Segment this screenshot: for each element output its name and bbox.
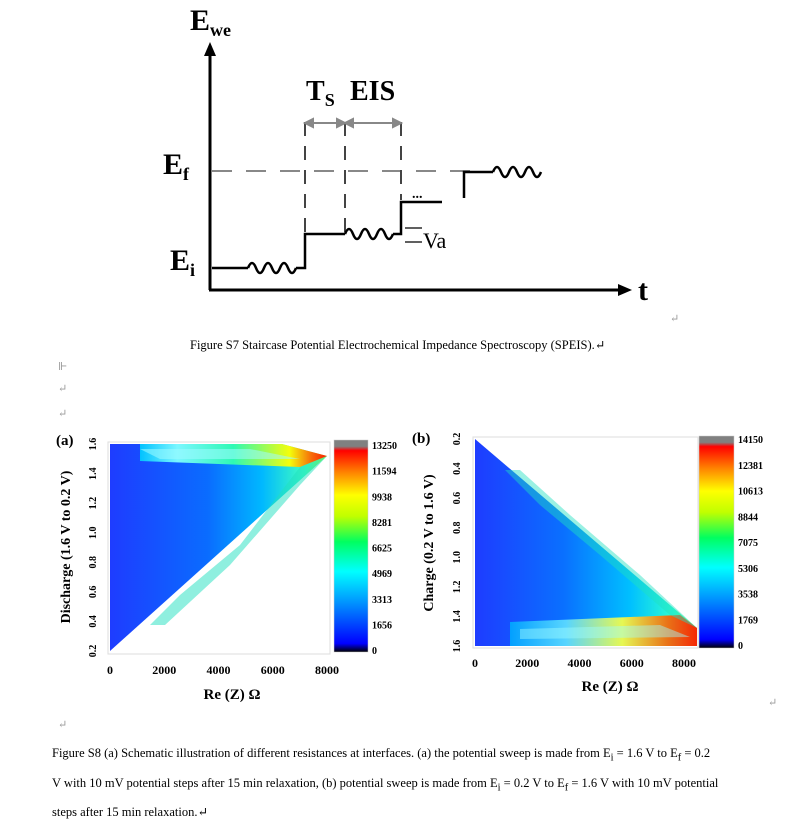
chart-b-colorbar-tick-0: 14150 [738, 435, 763, 446]
figure-s8-caption-line-2: V with 10 mV potential steps after 15 mi… [52, 775, 719, 794]
chart-b: (b) 0.2 0.4 0.6 0.8 1.0 1.2 1.4 1.6 0 2000 4000 60… [412, 431, 763, 695]
chart-b-y-tick-5: 1.2 [452, 581, 463, 594]
s7-eis-label: EIS [350, 76, 395, 107]
chart-b-contour-edge [505, 470, 697, 628]
chart-a-x-tick-1: 2000 [152, 663, 176, 677]
chart-a-colorbar-tick-3: 8281 [372, 518, 392, 529]
chart-a-contour-fill [110, 444, 327, 651]
chart-a-colorbar-tick-5: 4969 [372, 569, 392, 580]
figure-s8-caption-line-3: steps after 15 min relaxation.↵ [52, 805, 208, 819]
figure-s8-charts: (a) 0.2 0.4 0.6 0.8 1.0 1.2 1.4 1.6 0 2000 4000 60… [56, 431, 763, 703]
chart-b-y-tick-6: 1.4 [452, 610, 463, 623]
chart-a-contour-highlight [140, 449, 300, 459]
s7-x-axis-label: t [638, 274, 648, 307]
chart-b-x-tick-1: 2000 [515, 656, 539, 670]
chart-a-y-tick-3: 0.8 [88, 556, 99, 569]
s7-staircase-waveform [212, 165, 543, 275]
chart-b-y-tick-7: 1.6 [452, 640, 463, 653]
chart-b-x-tick-4: 8000 [672, 656, 696, 670]
s7-va-label: Va [423, 228, 446, 253]
chart-b-contour-highlight [520, 625, 690, 639]
s7-y-arrow [204, 42, 216, 56]
chart-b-y-tick-1: 0.4 [452, 462, 463, 475]
chart-b-y-tick-0: 0.2 [452, 433, 463, 446]
s7-ei-label: Ei [170, 244, 195, 280]
chart-a-y-tick-5: 1.2 [88, 497, 99, 510]
chart-b-colorbar-tick-3: 8844 [738, 512, 758, 523]
chart-a-y-tick-6: 1.4 [88, 467, 99, 480]
s7-ellipsis: ... [412, 187, 423, 202]
para-mark-2: ↵ [58, 408, 68, 420]
chart-b-contour-fill [475, 439, 697, 646]
figure-s7-diagram: Ewe t Ef Ei TS EIS ... Va [163, 4, 648, 307]
chart-a-x-tick-3: 6000 [261, 663, 285, 677]
chart-b-x-label: Re (Z) Ω [582, 679, 639, 695]
s7-ts-label: TS [306, 76, 335, 110]
s7-span-arrows [302, 117, 404, 129]
figure-s8-caption-line-1: Figure S8 (a) Schematic illustration of … [52, 746, 711, 764]
chart-a-colorbar-tick-4: 6625 [372, 544, 392, 555]
chart-b-colorbar [698, 435, 735, 649]
return-mark-2: ↵ [768, 697, 778, 709]
chart-b-colorbar-tick-8: 0 [738, 641, 743, 652]
chart-a-y-tick-1: 0.4 [88, 615, 99, 628]
chart-a-x-label: Re (Z) Ω [204, 687, 261, 703]
chart-a-y-tick-7: 1.6 [88, 438, 99, 451]
chart-b-x-tick-0: 0 [472, 656, 478, 670]
chart-a: (a) 0.2 0.4 0.6 0.8 1.0 1.2 1.4 1.6 0 2000 4000 60… [56, 433, 397, 703]
chart-b-y-tick-4: 1.0 [452, 551, 463, 564]
chart-b-colorbar-tick-7: 1769 [738, 615, 758, 626]
chart-b-y-tick-2: 0.6 [452, 492, 463, 505]
paragraph-cursor-mark: ⊩ [58, 361, 68, 373]
chart-b-y-label: Charge (0.2 V to 1.6 V) [422, 474, 437, 612]
chart-b-colorbar-tick-2: 10613 [738, 487, 763, 498]
chart-b-colorbar-tick-6: 3538 [738, 590, 758, 601]
chart-a-colorbar-tick-7: 1656 [372, 620, 392, 631]
chart-a-colorbar-tick-8: 0 [372, 646, 377, 657]
figure-s8-caption: Figure S8 (a) Schematic illustration of … [52, 741, 782, 824]
chart-a-y-label: Discharge (1.6 V to 0.2 V) [59, 470, 74, 623]
chart-a-panel-label: (a) [56, 433, 74, 449]
s7-x-arrow [618, 284, 632, 296]
chart-a-y-tick-2: 0.6 [88, 586, 99, 599]
chart-a-colorbar-tick-0: 13250 [372, 441, 397, 452]
chart-b-x-tick-2: 4000 [567, 656, 591, 670]
chart-a-colorbar-tick-1: 11594 [372, 467, 396, 478]
chart-b-x-tick-3: 6000 [620, 656, 644, 670]
chart-a-contour-edge [150, 456, 327, 625]
para-mark-1: ↵ [58, 383, 68, 395]
chart-b-colorbar-tick-1: 12381 [738, 461, 763, 472]
chart-b-panel-label: (b) [412, 431, 430, 447]
chart-b-contour-band [510, 615, 697, 646]
chart-a-colorbar-tick-6: 3313 [372, 595, 392, 606]
chart-a-x-tick-0: 0 [107, 663, 113, 677]
chart-a-y-tick-0: 0.2 [88, 645, 99, 658]
chart-b-y-tick-3: 0.8 [452, 521, 463, 534]
chart-b-colorbar-tick-4: 7075 [738, 538, 758, 549]
chart-a-x-tick-4: 8000 [315, 663, 339, 677]
para-mark-3: ↵ [58, 719, 68, 731]
chart-a-colorbar [333, 439, 369, 653]
chart-a-y-tick-4: 1.0 [88, 526, 99, 539]
figure-s7-caption: Figure S7 Staircase Potential Electroche… [190, 338, 606, 352]
s7-y-axis-label: Ewe [190, 4, 231, 40]
s7-ef-label: Ef [163, 148, 190, 184]
chart-a-colorbar-tick-2: 9938 [372, 492, 392, 503]
chart-b-colorbar-tick-5: 5306 [738, 564, 758, 575]
return-mark-1: ↵ [670, 313, 680, 325]
chart-a-x-tick-2: 4000 [207, 663, 231, 677]
